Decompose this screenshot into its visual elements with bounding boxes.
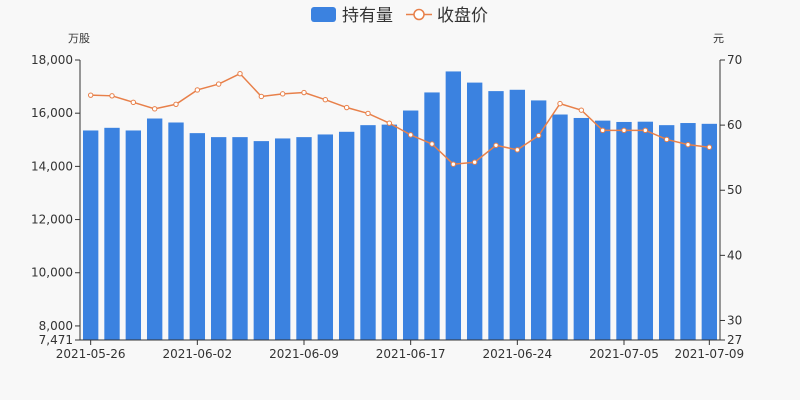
bar[interactable]: [466, 82, 483, 340]
x-axis-tick-label: 2021-06-17: [376, 347, 446, 361]
left-axis-tick-label: 10,000: [31, 266, 73, 280]
bar[interactable]: [552, 114, 568, 341]
bar[interactable]: [680, 123, 696, 340]
bar-series-holdings: [82, 71, 718, 341]
line-point[interactable]: [343, 104, 350, 111]
bar[interactable]: [616, 121, 632, 341]
line-point[interactable]: [663, 136, 670, 143]
bar[interactable]: [104, 127, 120, 340]
line-point[interactable]: [237, 70, 243, 77]
left-axis-tick-label: 14,000: [31, 159, 73, 173]
bar[interactable]: [317, 134, 334, 340]
line-series-close-price: [87, 70, 713, 167]
legend[interactable]: 持有量 收盘价: [311, 6, 488, 26]
line-point[interactable]: [258, 93, 265, 100]
bar[interactable]: [232, 137, 248, 340]
bar[interactable]: [296, 137, 312, 340]
line-point[interactable]: [621, 127, 627, 134]
line-point[interactable]: [493, 142, 499, 149]
bar[interactable]: [82, 130, 99, 340]
left-axis-tick-label: 8,000: [39, 319, 73, 333]
bar[interactable]: [488, 91, 504, 340]
line-point[interactable]: [578, 107, 585, 113]
line-point[interactable]: [194, 87, 201, 93]
line-point[interactable]: [173, 101, 179, 107]
bar[interactable]: [445, 71, 462, 340]
line-point[interactable]: [450, 161, 457, 167]
bar[interactable]: [168, 122, 184, 341]
line-point[interactable]: [365, 110, 371, 117]
right-axis-tick-label: 50: [727, 183, 742, 197]
legend-bar-swatch[interactable]: [311, 7, 336, 22]
bar[interactable]: [594, 120, 611, 340]
bar[interactable]: [146, 118, 163, 340]
bar[interactable]: [658, 125, 675, 341]
line-point[interactable]: [87, 92, 94, 98]
left-axis-unit: 万股: [68, 32, 90, 45]
line-point[interactable]: [429, 141, 435, 147]
legend-label-holdings[interactable]: 持有量: [342, 6, 393, 26]
bar[interactable]: [338, 131, 355, 340]
right-axis-tick-label: 60: [727, 118, 742, 132]
line-point[interactable]: [386, 120, 393, 126]
bar[interactable]: [637, 121, 654, 340]
bar[interactable]: [573, 117, 590, 340]
line-point[interactable]: [642, 127, 649, 134]
bar[interactable]: [125, 130, 142, 340]
right-axis-tick-label: 30: [727, 313, 742, 327]
line-point[interactable]: [322, 97, 329, 103]
close-price-line: [90, 72, 710, 165]
right-axis-tick-label: 70: [727, 53, 742, 67]
legend-label-close-price[interactable]: 收盘价: [437, 6, 488, 26]
line-point[interactable]: [279, 91, 286, 97]
line-point[interactable]: [706, 144, 713, 150]
line-point[interactable]: [407, 132, 414, 138]
bar[interactable]: [701, 123, 718, 340]
bar[interactable]: [210, 137, 227, 340]
x-axis-tick-label: 2021-06-24: [482, 347, 552, 361]
legend-line-marker[interactable]: [413, 8, 425, 21]
line-point[interactable]: [301, 89, 307, 96]
line-point[interactable]: [599, 127, 606, 134]
x-axis-tick-label: 2021-07-05: [589, 347, 659, 361]
line-point[interactable]: [130, 99, 137, 106]
right-axis-tick-label: 27: [727, 333, 742, 347]
line-point[interactable]: [109, 93, 115, 99]
left-axis-tick-label: 7,471: [39, 333, 73, 347]
x-axis-tick-label: 2021-06-09: [269, 347, 339, 361]
bar[interactable]: [189, 133, 206, 340]
bar[interactable]: [402, 110, 419, 340]
left-axis-tick-label: 16,000: [31, 106, 73, 120]
bar[interactable]: [360, 125, 376, 341]
x-axis-tick-label: 2021-05-26: [56, 347, 126, 361]
line-point[interactable]: [151, 106, 158, 112]
left-axis-tick-label: 18,000: [31, 53, 73, 67]
left-axis-tick-label: 12,000: [31, 213, 73, 227]
bar[interactable]: [530, 100, 547, 340]
right-axis-tick-label: 40: [727, 248, 742, 262]
bar[interactable]: [253, 141, 270, 340]
line-point[interactable]: [685, 141, 691, 148]
bar[interactable]: [509, 89, 526, 340]
bar[interactable]: [424, 92, 440, 340]
right-axis-unit: 元: [713, 32, 724, 45]
line-point[interactable]: [535, 132, 542, 139]
line-point[interactable]: [471, 159, 478, 165]
x-axis-tick-label: 2021-06-02: [162, 347, 232, 361]
line-point[interactable]: [215, 81, 222, 87]
x-axis-tick-label: 2021-07-09: [674, 347, 744, 361]
line-point[interactable]: [557, 100, 563, 107]
bar[interactable]: [381, 124, 398, 341]
bar[interactable]: [274, 138, 291, 340]
line-point[interactable]: [514, 147, 521, 153]
